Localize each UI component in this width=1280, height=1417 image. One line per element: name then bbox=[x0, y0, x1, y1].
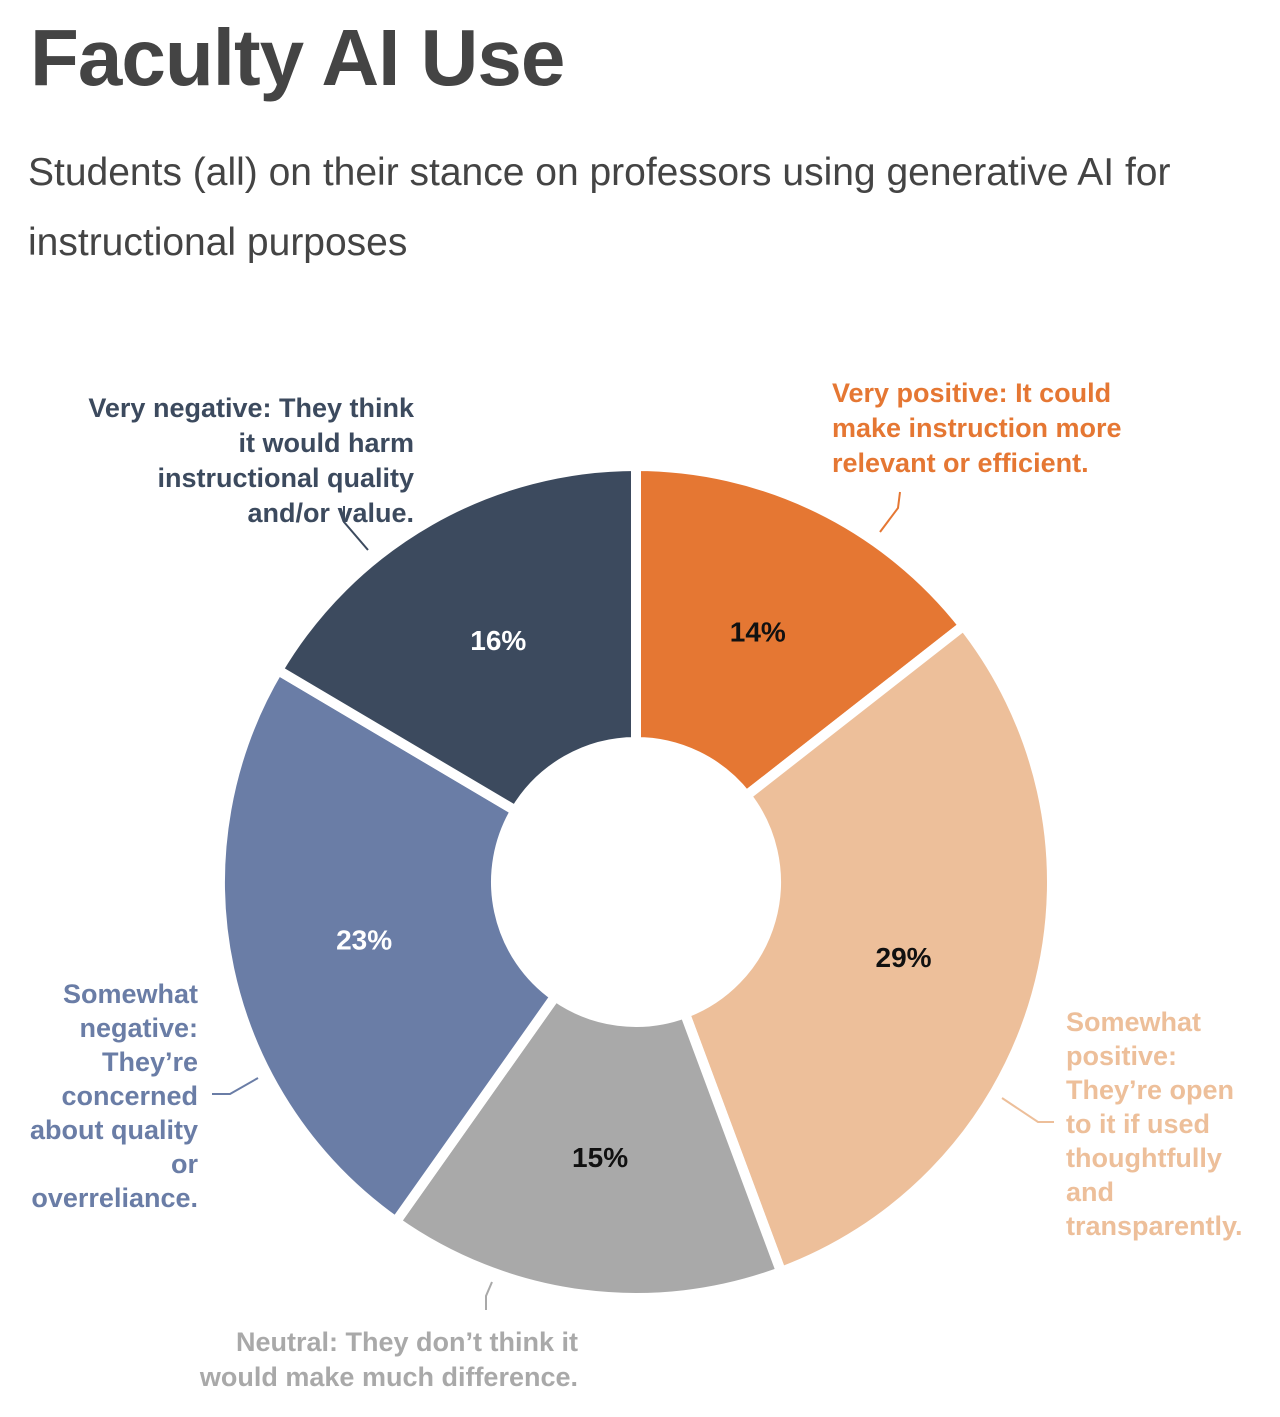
leader-line-very-negative bbox=[343, 506, 369, 551]
slice-very-positive bbox=[631, 460, 971, 803]
slice-value-somewhat-positive: 29% bbox=[876, 942, 932, 973]
slice-value-neutral: 15% bbox=[572, 1142, 628, 1173]
category-label-neutral: Neutral: They don’t think it would make m… bbox=[199, 1327, 578, 1392]
leader-line-somewhat-positive bbox=[1001, 1097, 1054, 1123]
slice-somewhat-negative bbox=[215, 663, 563, 1229]
slice-value-somewhat-negative: 23% bbox=[336, 925, 392, 956]
leader-line-neutral bbox=[485, 1281, 493, 1310]
category-label-somewhat-negative: Somewhat negative: They’re concerned about q… bbox=[30, 979, 198, 1213]
slice-somewhat-positive bbox=[678, 618, 1057, 1279]
slice-value-very-positive: 14% bbox=[730, 617, 786, 648]
slice-value-very-negative: 16% bbox=[470, 625, 526, 656]
leader-line-somewhat-negative bbox=[212, 1077, 259, 1095]
leader-line-very-positive bbox=[879, 491, 901, 533]
slice-very-negative bbox=[271, 460, 641, 818]
chart-title: Faculty AI Use bbox=[30, 13, 565, 102]
category-label-somewhat-positive: Somewhat positive: They’re open to it if us… bbox=[1066, 1007, 1243, 1241]
category-label-very-negative: Very negative: They think it would harm in… bbox=[88, 393, 415, 528]
category-label-very-positive: Very positive: It could make instruction … bbox=[832, 378, 1122, 478]
slice-neutral bbox=[388, 989, 788, 1303]
chart-subtitle: Students (all) on their stance on profes… bbox=[28, 151, 1171, 264]
